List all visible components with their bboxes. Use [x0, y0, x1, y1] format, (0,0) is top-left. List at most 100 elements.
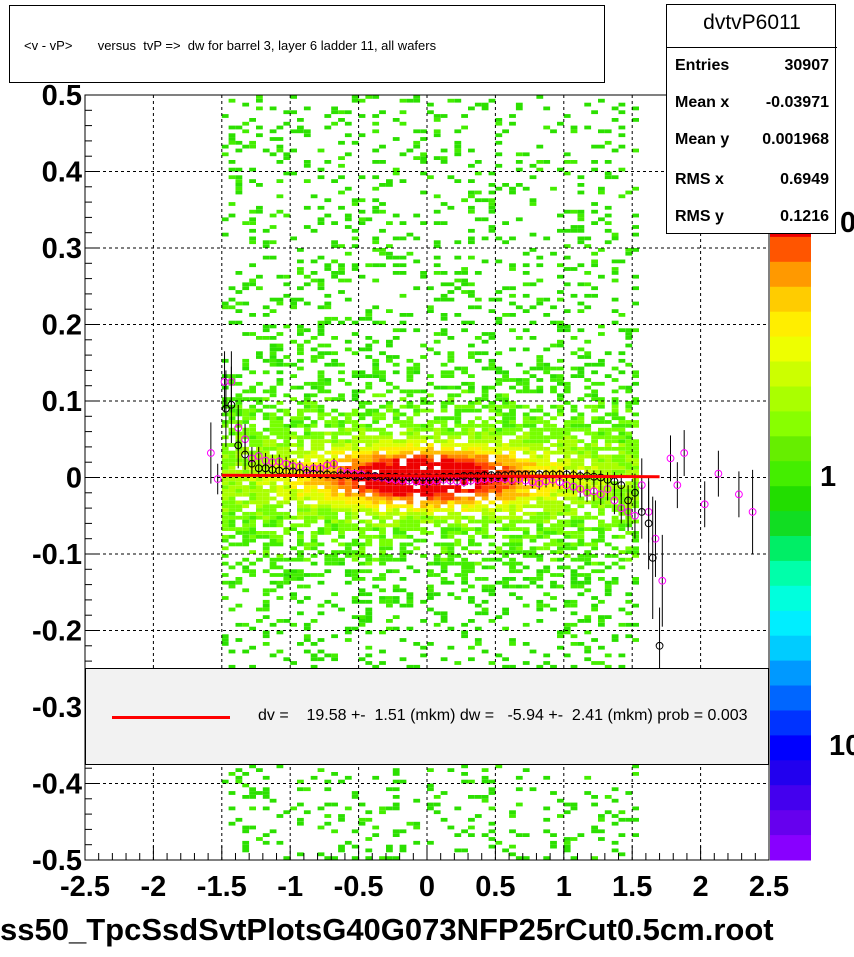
heatmap-cell — [324, 343, 332, 348]
heatmap-cell — [563, 546, 571, 551]
heatmap-cell — [474, 561, 482, 566]
heatmap-cell — [543, 450, 551, 455]
heatmap-cell — [365, 427, 373, 432]
heatmap-cell — [632, 458, 639, 463]
heatmap-cell — [625, 546, 633, 551]
heatmap-cell — [310, 489, 318, 493]
heatmap-cell — [536, 511, 544, 516]
heatmap-cell — [276, 649, 284, 654]
heatmap-cell — [604, 653, 612, 658]
heatmap-cell — [584, 446, 592, 451]
heatmap-cell — [570, 856, 578, 860]
profile-magenta-point — [576, 485, 585, 493]
heatmap-cell — [399, 439, 407, 444]
heatmap-cell — [256, 504, 263, 509]
heatmap-cell — [256, 485, 263, 489]
profile-black-point — [227, 400, 236, 409]
heatmap-cell — [351, 450, 359, 455]
heatmap-cell — [269, 561, 277, 566]
heatmap-cell — [351, 198, 359, 203]
heatmap-cell — [474, 408, 482, 413]
heatmap-cell — [632, 622, 639, 627]
heatmap-cell — [604, 439, 612, 444]
heatmap-cell — [256, 477, 263, 482]
heatmap-cell — [632, 232, 639, 237]
heatmap-cell — [338, 481, 345, 486]
heatmap-cell — [365, 496, 373, 501]
heatmap-cell — [399, 519, 407, 524]
heatmap-cell — [570, 209, 578, 214]
heatmap-cell — [515, 538, 523, 543]
heatmap-cell — [392, 420, 400, 424]
heatmap-cell — [604, 795, 612, 799]
heatmap-cell — [317, 167, 325, 172]
heatmap-cell — [502, 542, 509, 547]
heatmap-cell — [611, 439, 619, 444]
heatmap-cell — [379, 531, 386, 535]
heatmap-cell — [474, 271, 482, 275]
heatmap-cell — [591, 286, 598, 291]
heatmap-cell — [413, 481, 421, 486]
heatmap-cell — [515, 423, 523, 428]
heatmap-cell — [468, 423, 475, 428]
heatmap-cell — [515, 546, 523, 551]
heatmap-cell — [495, 515, 503, 520]
heatmap-cell — [604, 213, 612, 218]
heatmap-cell — [290, 462, 297, 466]
heatmap-cell — [488, 362, 496, 367]
heatmap-cell — [235, 531, 243, 535]
profile-magenta-point — [714, 469, 723, 478]
heatmap-cell — [454, 431, 462, 436]
heatmap-cell — [228, 412, 236, 417]
heatmap-cell — [399, 236, 407, 241]
heatmap-cell — [256, 492, 263, 497]
heatmap-cell — [249, 515, 256, 520]
heatmap-cell — [324, 412, 332, 417]
heatmap-cell — [570, 531, 578, 535]
heatmap-cell — [331, 557, 338, 562]
heatmap-cell — [502, 404, 509, 409]
heatmap-cell — [550, 416, 557, 421]
heatmap-cell — [344, 511, 352, 516]
heatmap-cell — [399, 320, 407, 325]
heatmap-cell — [481, 389, 489, 394]
heatmap-cell — [365, 408, 373, 413]
heatmap-cell — [249, 412, 256, 417]
heatmap-cell — [495, 397, 503, 401]
heatmap-cell — [515, 550, 523, 554]
heatmap-cell — [235, 454, 243, 459]
heatmap-cell — [269, 309, 277, 313]
heatmap-cell — [379, 454, 386, 459]
heatmap-cell — [591, 431, 598, 436]
profile-magenta-point — [673, 481, 682, 490]
heatmap-cell — [598, 531, 605, 535]
heatmap-cell — [365, 611, 373, 616]
heatmap-cell — [468, 351, 475, 356]
heatmap-cell — [584, 527, 592, 531]
heatmap-cell — [344, 347, 352, 352]
heatmap-cell — [433, 194, 441, 199]
heatmap-cell — [262, 833, 270, 837]
heatmap-cell — [618, 144, 626, 149]
heatmap-cell — [386, 454, 393, 459]
heatmap-cell — [570, 573, 578, 577]
stat-row-rms-x: RMS x 0.6949 — [675, 171, 829, 195]
heatmap-cell — [536, 416, 544, 421]
profile-magenta-point — [666, 454, 675, 463]
heatmap-cell — [557, 519, 564, 524]
heatmap-cell — [242, 515, 250, 520]
heatmap-cell — [344, 515, 352, 520]
heatmap-cell — [522, 435, 530, 440]
heatmap-cell — [317, 638, 325, 642]
heatmap-cell — [310, 542, 318, 547]
heatmap-cell — [557, 477, 564, 482]
heatmap-cell — [591, 458, 598, 463]
heatmap-cell — [529, 481, 537, 486]
heatmap-cell — [427, 423, 434, 428]
heatmap-cell — [276, 427, 284, 432]
heatmap-cell — [351, 454, 359, 459]
profile-black-point — [655, 641, 664, 650]
heatmap-cell — [577, 450, 585, 455]
heatmap-cell — [618, 423, 626, 428]
heatmap-cell — [235, 508, 243, 512]
